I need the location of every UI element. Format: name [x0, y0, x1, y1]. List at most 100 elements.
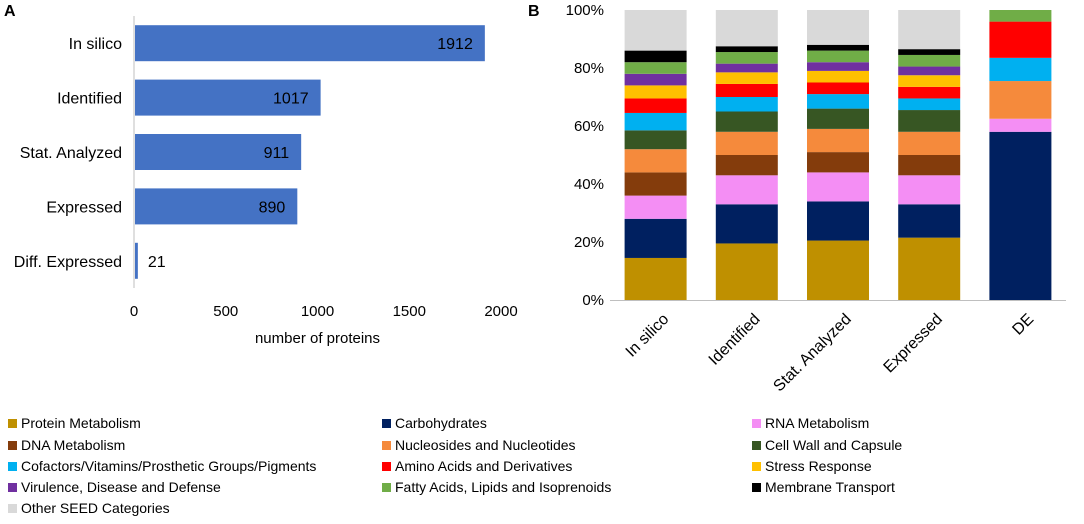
- b-segment-in-silico-rna-metabolism: [624, 195, 687, 219]
- a-bar-in-silico: [135, 25, 485, 62]
- b-segment-identified-fatty-acids-lipids-and-isoprenoids: [715, 52, 778, 64]
- a-bar-diff-expressed: [135, 242, 138, 279]
- legend-swatch-dna-metabolism: [8, 441, 17, 450]
- legend-swatch-virulence-disease-and-defense: [8, 483, 17, 492]
- legend-label: Nucleosides and Nucleotides: [395, 437, 576, 453]
- b-segment-expressed-virulence-disease-and-defense: [898, 66, 961, 76]
- a-category-label: Identified: [57, 91, 122, 108]
- b-segment-in-silico-stress-response: [624, 85, 687, 99]
- b-segment-identified-dna-metabolism: [715, 155, 778, 176]
- a-x-tick-label: 500: [213, 303, 238, 320]
- legend-label: Membrane Transport: [765, 479, 895, 495]
- legend-swatch-fatty-acids-lipids-and-isoprenoids: [382, 483, 391, 492]
- b-segment-de-rna-metabolism: [989, 118, 1052, 132]
- legend-swatch-membrane-transport: [752, 483, 761, 492]
- b-segment-in-silico-nucleosides-and-nucleotides: [624, 149, 687, 173]
- b-segment-stat-analyzed-cell-wall-and-capsule: [807, 108, 869, 129]
- b-y-tick-labels: 0% 20% 40% 60% 80% 100%: [566, 2, 604, 309]
- legend-label: Other SEED Categories: [21, 500, 170, 516]
- legend-swatch-amino-acids-and-derivatives: [382, 462, 391, 471]
- legend-label: Cell Wall and Capsule: [765, 437, 902, 453]
- b-segment-in-silico-amino-acids-and-derivatives: [624, 98, 687, 113]
- b-segment-de-carbohydrates: [989, 131, 1052, 300]
- a-bar-identified: [135, 79, 321, 116]
- legend-swatch-carbohydrates: [382, 419, 391, 428]
- b-segment-stat-analyzed-other-seed-categories: [807, 10, 869, 45]
- b-segment-de-amino-acids-and-derivatives: [989, 21, 1052, 58]
- b-segment-identified-protein-metabolism: [715, 243, 778, 300]
- legend-swatch-nucleosides-and-nucleotides: [382, 441, 391, 450]
- b-category-label: Expressed: [881, 311, 946, 376]
- a-bars: [135, 25, 485, 279]
- a-x-tick-labels: 0 500 1000 1500 2000: [130, 303, 518, 320]
- legend-label: RNA Metabolism: [765, 415, 869, 431]
- legend-swatch-cell-wall-and-capsule: [752, 441, 761, 450]
- b-category-label: Stat. Analyzed: [770, 311, 854, 395]
- b-segment-in-silico-carbohydrates: [624, 218, 687, 258]
- b-segment-identified-amino-acids-and-derivatives: [715, 83, 778, 97]
- b-segment-expressed-amino-acids-and-derivatives: [898, 86, 961, 99]
- b-segment-in-silico-dna-metabolism: [624, 172, 687, 196]
- a-x-axis-title: number of proteins: [255, 330, 380, 347]
- a-category-label: Stat. Analyzed: [20, 145, 122, 162]
- chart-b: 0% 20% 40% 60% 80% 100% In silico Identified St…: [566, 2, 1066, 395]
- b-segment-expressed-membrane-transport: [898, 49, 961, 55]
- b-category-label: In silico: [623, 311, 673, 361]
- legend: Protein Metabolism Carbohydrates RNA Metab…: [8, 415, 902, 516]
- b-segment-stat-analyzed-stress-response: [807, 70, 869, 83]
- b-segment-de-cofactors-vitamins-prosthetic-groups-pigments: [989, 57, 1052, 82]
- a-bar-stat-analyzed: [135, 134, 302, 170]
- a-bar-expressed: [135, 188, 298, 225]
- b-category-label: Identified: [706, 311, 764, 369]
- b-segment-expressed-protein-metabolism: [898, 237, 961, 300]
- legend-swatch-protein-metabolism: [8, 419, 17, 428]
- b-category-labels: In silico Identified Stat. Analyzed Express…: [623, 311, 1038, 395]
- b-segment-expressed-carbohydrates: [898, 204, 961, 238]
- legend-label: Carbohydrates: [395, 415, 487, 431]
- b-segment-identified-other-seed-categories: [715, 10, 778, 47]
- a-x-tick-label: 0: [130, 303, 138, 320]
- b-segment-identified-carbohydrates: [715, 204, 778, 244]
- a-category-label: Diff. Expressed: [14, 254, 122, 271]
- b-segment-stat-analyzed-carbohydrates: [807, 201, 869, 241]
- b-segment-stat-analyzed-cofactors-vitamins-prosthetic-groups-pigments: [807, 94, 869, 109]
- legend-swatch-cofactors-vitamins-prosthetic-groups-pigments: [8, 462, 17, 471]
- b-y-tick-label: 0%: [582, 292, 604, 309]
- b-segment-stat-analyzed-amino-acids-and-derivatives: [807, 82, 869, 95]
- b-segment-in-silico-membrane-transport: [624, 50, 687, 63]
- chart-a: 1912 1017 911 890 21 In silico Identified Stat…: [14, 16, 518, 347]
- b-segment-identified-cofactors-vitamins-prosthetic-groups-pigments: [715, 97, 778, 112]
- b-y-tick-label: 80%: [574, 60, 604, 77]
- b-segment-expressed-other-seed-categories: [898, 10, 961, 50]
- b-segment-in-silico-fatty-acids-lipids-and-isoprenoids: [624, 62, 687, 74]
- b-segment-in-silico-cofactors-vitamins-prosthetic-groups-pigments: [624, 112, 687, 131]
- legend-label: Virulence, Disease and Defense: [21, 479, 221, 495]
- a-category-label: Expressed: [46, 199, 122, 216]
- legend-label: Stress Response: [765, 458, 872, 474]
- legend-label: Fatty Acids, Lipids and Isoprenoids: [395, 479, 611, 495]
- b-segment-expressed-cell-wall-and-capsule: [898, 110, 961, 132]
- b-y-tick-label: 60%: [574, 118, 604, 135]
- b-segment-expressed-rna-metabolism: [898, 175, 961, 205]
- b-segment-in-silico-virulence-disease-and-defense: [624, 73, 687, 86]
- b-segment-stat-analyzed-membrane-transport: [807, 44, 869, 51]
- a-category-label: In silico: [69, 36, 122, 53]
- b-segment-in-silico-other-seed-categories: [624, 10, 687, 51]
- b-segment-stat-analyzed-fatty-acids-lipids-and-isoprenoids: [807, 50, 869, 63]
- b-segment-identified-nucleosides-and-nucleotides: [715, 131, 778, 155]
- b-segment-identified-cell-wall-and-capsule: [715, 111, 778, 132]
- b-segment-stat-analyzed-rna-metabolism: [807, 172, 869, 202]
- b-segment-identified-virulence-disease-and-defense: [715, 63, 778, 73]
- b-y-tick-label: 20%: [574, 234, 604, 251]
- legend-label: Protein Metabolism: [21, 415, 141, 431]
- b-segment-stat-analyzed-virulence-disease-and-defense: [807, 62, 869, 71]
- b-segment-stat-analyzed-nucleosides-and-nucleotides: [807, 128, 869, 153]
- legend-label: Cofactors/Vitamins/Prosthetic Groups/Pig…: [21, 458, 316, 474]
- b-segment-expressed-nucleosides-and-nucleotides: [898, 131, 961, 155]
- b-segment-expressed-dna-metabolism: [898, 155, 961, 176]
- a-category-labels: In silico Identified Stat. Analyzed Express…: [14, 36, 122, 271]
- legend-swatch-other-seed-categories: [8, 504, 17, 513]
- a-x-tick-label: 1500: [393, 303, 426, 320]
- b-segment-in-silico-protein-metabolism: [624, 257, 687, 300]
